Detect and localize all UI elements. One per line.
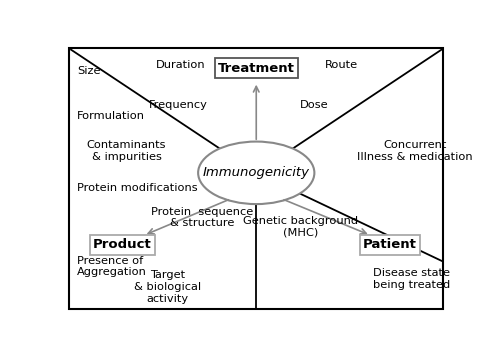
Text: Immunogenicity: Immunogenicity	[203, 166, 310, 179]
Text: Presence of
Aggregation: Presence of Aggregation	[77, 256, 147, 277]
Text: Protein  sequence
& structure: Protein sequence & structure	[151, 207, 253, 228]
Ellipse shape	[198, 142, 314, 204]
Text: Dose: Dose	[300, 100, 328, 110]
Text: Patient: Patient	[363, 238, 417, 251]
Text: Route: Route	[325, 60, 358, 71]
Text: Concurrent
Illness & medication: Concurrent Illness & medication	[358, 140, 473, 162]
Text: Product: Product	[93, 238, 152, 251]
Text: Genetic background
(MHC): Genetic background (MHC)	[243, 216, 358, 238]
Text: Duration: Duration	[156, 60, 206, 71]
Text: Disease state
being treated: Disease state being treated	[372, 268, 450, 289]
Text: Size: Size	[77, 66, 100, 76]
Text: Formulation: Formulation	[77, 111, 145, 121]
Text: Protein modifications: Protein modifications	[77, 183, 198, 193]
Text: Treatment: Treatment	[218, 62, 294, 75]
FancyBboxPatch shape	[70, 48, 443, 309]
Text: Frequency: Frequency	[150, 100, 208, 110]
Text: Contaminants
& impurities: Contaminants & impurities	[86, 140, 166, 162]
Text: Target
& biological
activity: Target & biological activity	[134, 270, 200, 304]
